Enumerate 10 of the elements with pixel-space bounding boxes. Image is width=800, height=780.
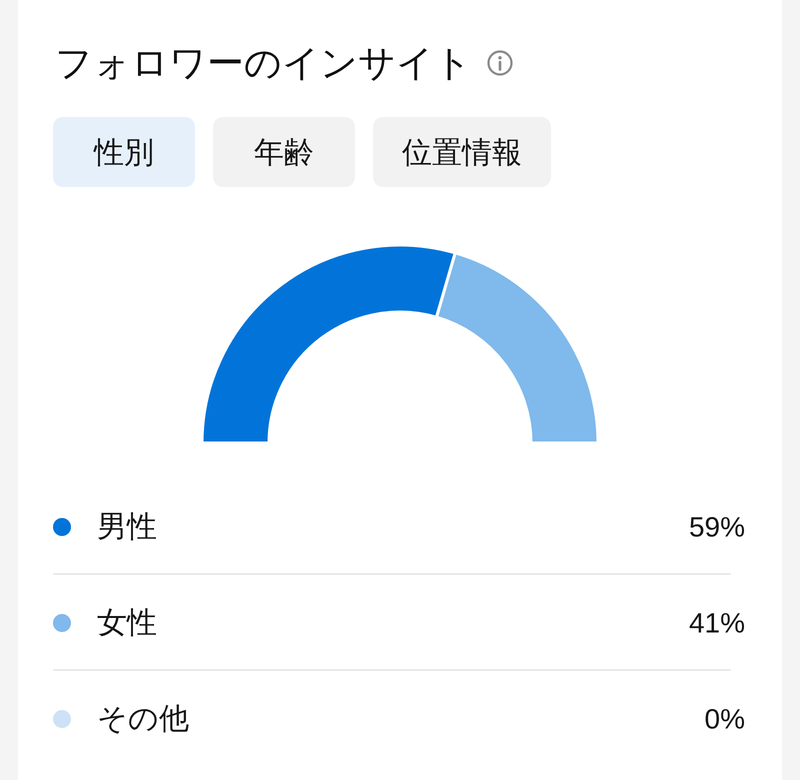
title: フォロワーのインサイト <box>55 42 472 84</box>
tab-label: 位置情報 <box>402 136 522 170</box>
tab-label: 性別 <box>94 136 154 170</box>
data-label: 59% <box>688 512 745 542</box>
legend-label: 女性 <box>97 606 157 640</box>
legend-label: 男性 <box>97 510 157 544</box>
legend-label: その他 <box>97 702 189 736</box>
data-label: 41% <box>688 608 745 638</box>
data-label: 0% <box>704 704 745 734</box>
tab-label: 年齢 <box>254 136 314 170</box>
